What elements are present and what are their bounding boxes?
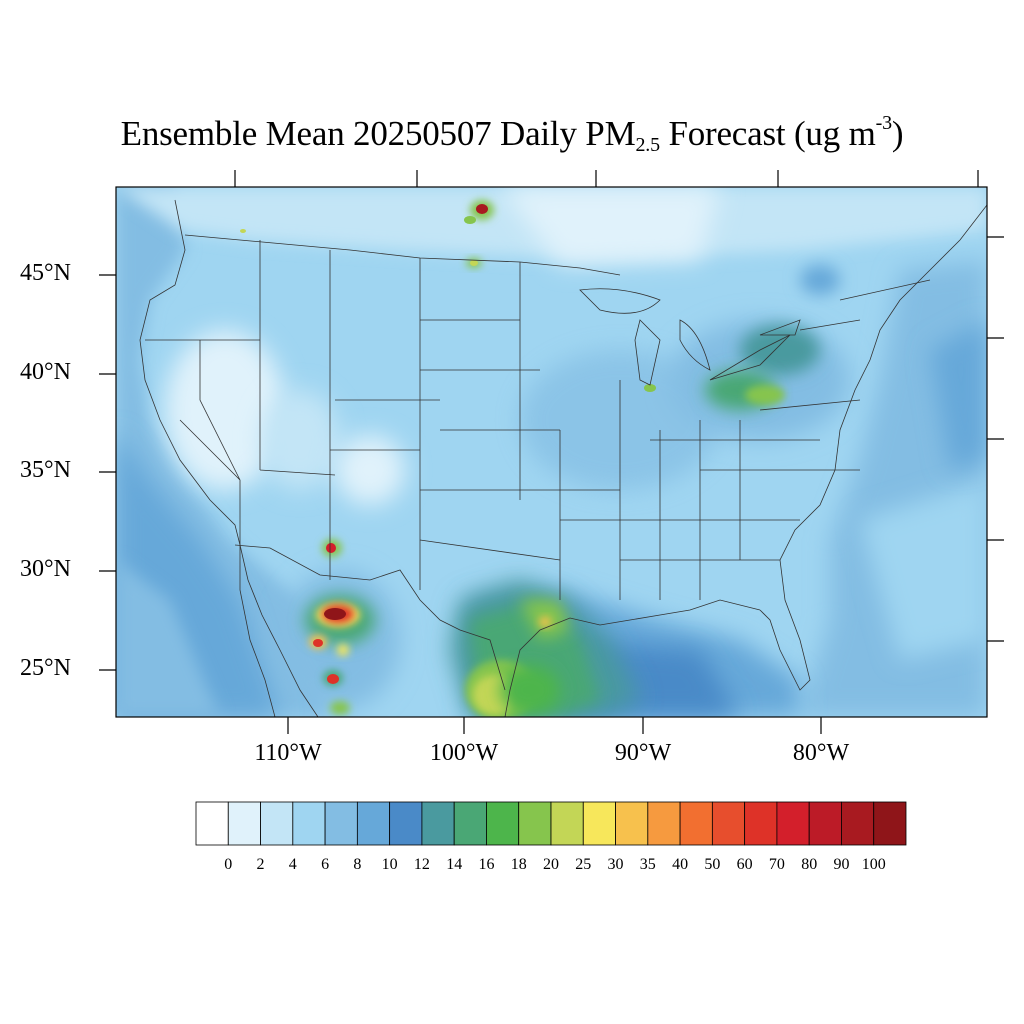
colorbar-swatch <box>873 801 907 846</box>
colorbar-swatch <box>195 801 229 846</box>
colorbar-swatch <box>808 801 842 846</box>
bottom-ticks <box>287 717 822 734</box>
colorbar-tick-label: 16 <box>478 856 495 873</box>
colorbar-swatch <box>518 801 552 846</box>
colorbar-tick-label: 80 <box>801 856 818 873</box>
colorbar-swatch <box>711 801 746 846</box>
colorbar-swatch <box>841 801 875 846</box>
colorbar-tick-label: 25 <box>575 856 592 873</box>
colorbar-swatch <box>550 801 584 846</box>
concentration-field <box>116 187 987 717</box>
colorbar-tick-label: 40 <box>672 856 689 873</box>
top-ticks <box>234 170 979 187</box>
colorbar-tick-label: 2 <box>256 856 265 873</box>
lon-label-80w: 80°W <box>792 740 850 766</box>
colorbar-tick-label: 0 <box>224 856 233 873</box>
colorbar-tick-label: 50 <box>704 856 721 873</box>
boundaries <box>139 199 987 717</box>
colorbar-tick-label: 10 <box>381 856 398 873</box>
colorbar-tick-label: 8 <box>353 856 362 873</box>
colorbar-swatch <box>486 801 520 846</box>
colorbar-swatch <box>389 801 423 846</box>
lat-label-45n: 45°N <box>20 260 71 286</box>
colorbar-swatch <box>356 801 391 846</box>
title-superscript: -3 <box>875 112 892 134</box>
colorbar-tick-label: 100 <box>861 856 886 873</box>
colorbar-tick-label: 18 <box>510 856 527 873</box>
colorbar-tick-label: 4 <box>288 856 297 873</box>
colorbar-tick-label: 6 <box>321 856 330 873</box>
map-title: Ensemble Mean 20250507 Daily PM2.5 Forec… <box>0 112 1024 157</box>
colorbar-swatch <box>776 801 810 846</box>
lon-label-110w: 110°W <box>254 740 322 766</box>
lat-label-25n: 25°N <box>20 655 71 681</box>
colorbar-tick-label: 20 <box>543 856 559 873</box>
right-ticks <box>987 236 1004 642</box>
lat-label-30n: 30°N <box>20 556 71 582</box>
colorbar-tick-label: 12 <box>413 856 430 873</box>
colorbar-tick-label: 90 <box>833 856 850 873</box>
colorbar <box>195 801 907 846</box>
colorbar-swatch <box>744 801 778 846</box>
colorbar-swatch <box>227 801 261 846</box>
title-subscript: 2.5 <box>635 134 661 156</box>
colorbar-tick-label: 30 <box>607 856 624 873</box>
colorbar-tick-label: 14 <box>446 856 463 873</box>
left-ticks <box>99 274 116 671</box>
lat-label-35n: 35°N <box>20 457 71 483</box>
colorbar-tick-label: 35 <box>639 856 656 873</box>
colorbar-swatch <box>615 801 649 846</box>
title-main: Ensemble Mean 20250507 Daily PM <box>120 114 636 153</box>
plot-frame <box>115 186 988 718</box>
colorbar-swatch <box>324 801 358 846</box>
lon-label-90w: 90°W <box>614 740 672 766</box>
colorbar-swatch <box>421 801 455 846</box>
colorbar-swatch <box>582 801 616 846</box>
colorbar-swatch <box>679 801 713 846</box>
colorbar-swatch <box>453 801 487 846</box>
title-after-subscript: Forecast (ug m <box>659 114 876 153</box>
colorbar-swatch <box>260 801 294 846</box>
colorbar-tick-label: 60 <box>736 856 753 873</box>
lon-label-100w: 100°W <box>429 740 499 766</box>
title-close: ) <box>891 114 904 153</box>
colorbar-tick-label: 70 <box>768 856 785 873</box>
lat-label-40n: 40°N <box>20 359 71 385</box>
colorbar-swatch <box>292 801 326 846</box>
colorbar-swatch <box>647 801 681 846</box>
